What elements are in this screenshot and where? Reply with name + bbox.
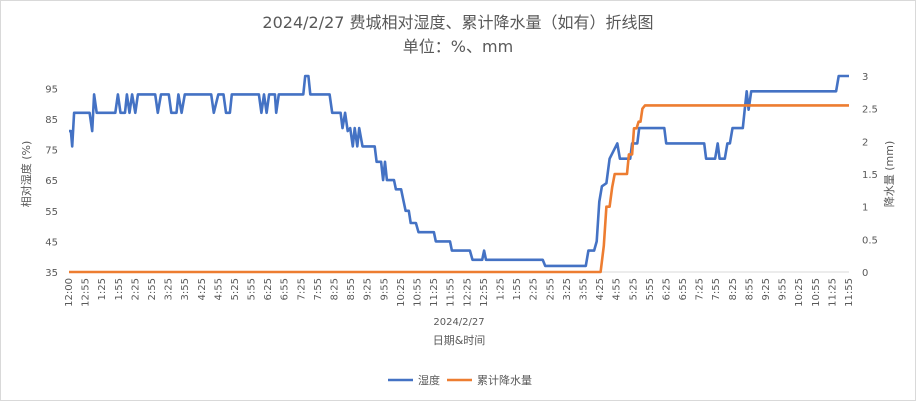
- x-tick-label: 5:25: [628, 278, 639, 300]
- y-left-tick-label: 45: [45, 237, 58, 248]
- series-line-humidity: [69, 74, 849, 268]
- x-tick-label: 9:55: [379, 278, 390, 300]
- x-tick-label: 12:55: [479, 278, 490, 307]
- chart-title: 2024/2/27 费城相对湿度、累计降水量（如有）折线图: [262, 13, 653, 32]
- y-right-axis-title: 降水量 (mm): [882, 141, 896, 208]
- x-tick-label: 6:25: [661, 278, 672, 300]
- x-tick-label: 7:25: [296, 278, 307, 300]
- x-tick-label: 1:55: [512, 278, 523, 300]
- x-tick-label: 2:25: [130, 278, 141, 300]
- x-tick-label: 7:25: [695, 278, 706, 300]
- y-right-tick-label: 2: [862, 137, 868, 148]
- x-tick-label: 4:55: [213, 278, 224, 300]
- x-tick-label: 10:25: [396, 278, 407, 307]
- x-tick-label: 6:25: [263, 278, 274, 300]
- y-right-tick-label: 2.5: [862, 105, 878, 116]
- y-left-tick-label: 55: [45, 207, 58, 218]
- x-tick-label: 11:55: [844, 278, 855, 307]
- y-left-tick-label: 85: [45, 115, 58, 126]
- x-tick-label: 6:55: [280, 278, 291, 300]
- x-tick-label: 4:25: [595, 278, 606, 300]
- x-tick-label: 1:25: [495, 278, 506, 300]
- x-tick-label: 6:55: [678, 278, 689, 300]
- x-tick-label: 10:25: [794, 278, 805, 307]
- legend-label: 湿度: [418, 373, 440, 387]
- y-right-tick-label: 0.5: [862, 235, 878, 246]
- x-tick-label: 5:25: [230, 278, 241, 300]
- x-tick-label: 3:25: [562, 278, 573, 300]
- x-tick-label: 3:25: [164, 278, 175, 300]
- y-right-tick-label: 1.5: [862, 170, 878, 181]
- x-axis-title: 日期&时间: [433, 334, 486, 347]
- y-right-tick-label: 3: [862, 72, 868, 83]
- x-tick-label: 5:55: [247, 278, 258, 300]
- x-tick-label: 9:25: [363, 278, 374, 300]
- x-tick-label: 2:55: [147, 278, 158, 300]
- x-tick-label: 8:55: [744, 278, 755, 300]
- x-tick-label: 7:55: [711, 278, 722, 300]
- x-tick-label: 9:55: [778, 278, 789, 300]
- x-tick-label: 12:25: [462, 278, 473, 307]
- x-tick-label: 4:25: [197, 278, 208, 300]
- x-tick-label: 8:25: [728, 278, 739, 300]
- y-left-tick-label: 65: [45, 176, 58, 187]
- x-tick-label: 12:00: [64, 278, 75, 307]
- x-tick-label: 3:55: [578, 278, 589, 300]
- chart-subtitle: 单位：%、mm: [403, 37, 513, 56]
- x-tick-label: 1:25: [97, 278, 108, 300]
- x-tick-label: 11:55: [446, 278, 457, 307]
- x-tick-label: 7:55: [313, 278, 324, 300]
- x-tick-label: 12:55: [81, 278, 92, 307]
- y-left-tick-label: 95: [45, 84, 58, 95]
- x-tick-label: 3:55: [180, 278, 191, 300]
- y-left-axis-title: 相对湿度 (%): [19, 141, 33, 208]
- y-right-tick-label: 1: [862, 203, 868, 214]
- x-tick-label: 2:55: [545, 278, 556, 300]
- legend-label: 累计降水量: [477, 373, 532, 387]
- x-tick-label: 10:55: [811, 278, 822, 307]
- y-right-tick-label: 0: [862, 268, 868, 279]
- y-left-tick-label: 75: [45, 146, 58, 157]
- y-left-tick-label: 35: [45, 268, 58, 279]
- x-group-label: 2024/2/27: [433, 317, 484, 328]
- x-tick-label: 4:55: [612, 278, 623, 300]
- x-tick-label: 8:55: [346, 278, 357, 300]
- x-tick-label: 8:25: [330, 278, 341, 300]
- x-tick-label: 1:55: [114, 278, 125, 300]
- x-tick-label: 11:25: [429, 278, 440, 307]
- x-tick-label: 5:55: [645, 278, 656, 300]
- x-tick-label: 2:25: [529, 278, 540, 300]
- series-line-precipitation: [69, 104, 849, 274]
- x-tick-label: 9:25: [761, 278, 772, 300]
- x-tick-label: 11:25: [827, 278, 838, 307]
- x-tick-label: 10:55: [413, 278, 424, 307]
